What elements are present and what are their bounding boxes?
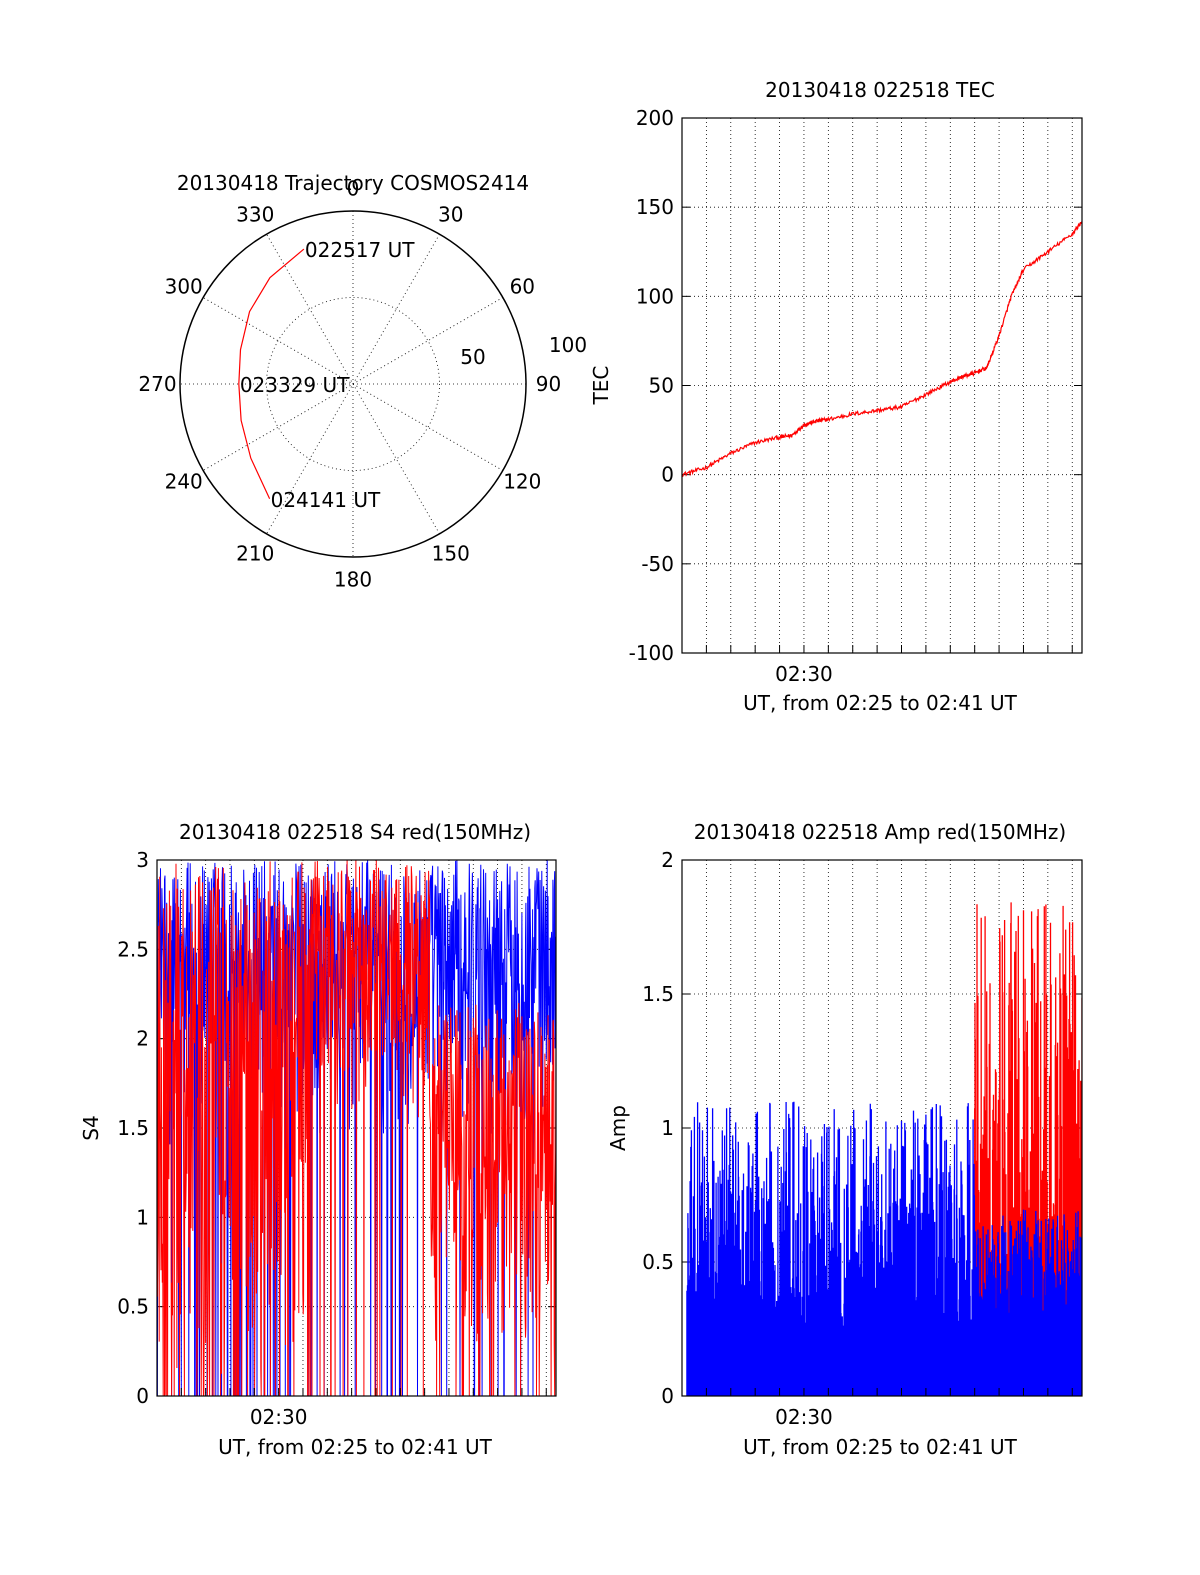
amp-plot: 20130418 022518 Amp red(150MHz) Amp UT, …: [606, 820, 1083, 1459]
x-tick-label: 02:30: [775, 662, 833, 686]
trajectory-time-label: 022517 UT: [305, 238, 415, 262]
y-tick-label: -50: [641, 552, 674, 576]
azimuth-label: 300: [165, 274, 203, 298]
noisy-series: [157, 860, 556, 1396]
y-tick-label: 0: [136, 1384, 149, 1408]
y-tick-label: 100: [636, 284, 674, 308]
tec-title: 20130418 022518 TEC: [765, 78, 995, 102]
polar-spoke: [266, 233, 440, 535]
y-tick-label: 3: [136, 848, 149, 872]
azimuth-label: 30: [438, 203, 463, 227]
series-group: [157, 860, 556, 1396]
plot-frame: [681, 859, 1083, 1397]
azimuth-label: 270: [138, 372, 176, 396]
amp-y-label: Amp: [606, 1105, 630, 1151]
y-tick-label: 150: [636, 195, 674, 219]
azimuth-label: 240: [165, 470, 203, 494]
tec-series-line: [682, 221, 1082, 478]
polar-grid: [179, 210, 527, 558]
s4-y-label: S4: [79, 1115, 103, 1140]
s4-title: 20130418 022518 S4 red(150MHz): [179, 820, 531, 844]
y-tick-label: 1.5: [642, 982, 674, 1006]
amp-title: 20130418 022518 Amp red(150MHz): [694, 820, 1066, 844]
y-tick-label: 0: [661, 1384, 674, 1408]
tec-plot: 20130418 022518 TEC TEC UT, from 02:25 t…: [589, 78, 1083, 715]
series-group: [686, 902, 1082, 1396]
s4-plot: 20130418 022518 S4 red(150MHz) S4 UT, fr…: [79, 820, 557, 1459]
y-tick-label: 50: [649, 374, 674, 398]
trajectory-time-label: 023329 UT: [240, 373, 350, 397]
polar-inner-circle: [266, 297, 440, 471]
azimuth-label: 180: [334, 567, 372, 591]
y-tick-label: 2: [136, 1027, 149, 1051]
amp-x-label: UT, from 02:25 to 02:41 UT: [743, 1435, 1018, 1459]
y-tick-label: 200: [636, 106, 674, 130]
polar-radial-labels: 50 100: [460, 333, 587, 369]
y-tick-label: 2: [661, 848, 674, 872]
trajectory-time-label: 024141 UT: [271, 488, 381, 512]
tec-y-label: TEC: [589, 366, 613, 406]
tec-x-label: UT, from 02:25 to 02:41 UT: [743, 691, 1018, 715]
radial-label: 100: [549, 333, 587, 357]
azimuth-label: 150: [432, 541, 470, 565]
y-tick-label: 1: [661, 1116, 674, 1140]
y-tick-label: 1.5: [117, 1116, 149, 1140]
trajectory-series: 022517 UT 023329 UT 024141 UT: [238, 238, 415, 512]
x-tick-label: 02:30: [775, 1405, 833, 1429]
azimuth-label: 60: [510, 274, 535, 298]
x-tick-label: 02:30: [250, 1405, 308, 1429]
s4-x-label: UT, from 02:25 to 02:41 UT: [218, 1435, 493, 1459]
plot-frame: [156, 859, 557, 1397]
filled-series: [686, 1101, 1082, 1396]
y-tick-label: 0.5: [117, 1295, 149, 1319]
azimuth-label: 90: [536, 372, 561, 396]
azimuth-label: 0: [347, 177, 360, 201]
y-tick-label: 2.5: [117, 937, 149, 961]
azimuth-label: 210: [236, 541, 274, 565]
polar-title: 20130418 Trajectory COSMOS2414: [177, 171, 529, 195]
azimuth-label: 120: [503, 470, 541, 494]
polar-azimuth-labels: 0 30 60 90 120 150 180 210 240 270 300 330: [138, 177, 561, 592]
y-tick-label: 0: [661, 463, 674, 487]
y-tick-label: 0.5: [642, 1250, 674, 1274]
y-tick-label: 1: [136, 1205, 149, 1229]
azimuth-label: 330: [236, 203, 274, 227]
radial-label: 50: [460, 345, 485, 369]
plot-frame: [681, 117, 1083, 654]
series-group: [682, 221, 1082, 478]
trajectory-line: [238, 248, 305, 500]
y-tick-label: -100: [629, 641, 674, 665]
trajectory-polar-plot: 20130418 Trajectory COSMOS2414 0 30 60 90 12…: [138, 171, 587, 591]
